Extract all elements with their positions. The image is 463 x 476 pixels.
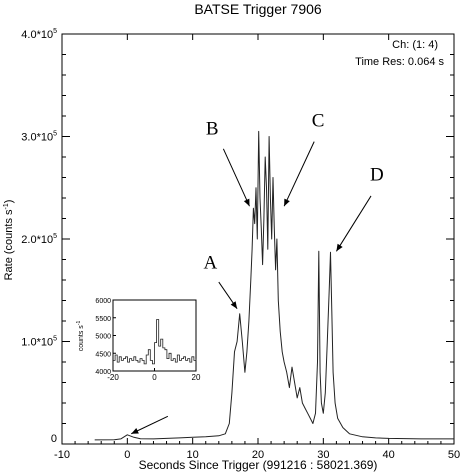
inset-chart: -20 0 20 4000 4500 5000 5500 6000 counts s-1 [76, 298, 201, 382]
light-curve [94, 130, 454, 441]
inset-x-tick-label: 0 [152, 373, 157, 382]
inset-y-tick-label: 6000 [95, 298, 111, 305]
x-tick-label: 50 [448, 449, 460, 461]
y-axis-zero-label: 0 [51, 433, 57, 445]
annotation-label-d: D [370, 165, 384, 186]
y-axis-label-superscript: -1 [3, 203, 10, 209]
inset-x-tick-label: -20 [107, 373, 119, 382]
y-tick-label: 4.0*105 [21, 28, 57, 41]
y-tick-label: 1.0*105 [21, 336, 57, 349]
inset-axis-ticks: -20 0 20 4000 4500 5000 5500 6000 [95, 298, 201, 382]
inset-y-tick-label: 5000 [95, 334, 111, 341]
x-tick-label: 30 [317, 449, 329, 461]
x-tick-label: 10 [187, 449, 199, 461]
y-axis-label-close: ) [3, 200, 15, 204]
annotation-arrowhead [284, 198, 290, 207]
channel-info: Ch: (1: 4) [392, 39, 438, 51]
annotation-label-c: C [312, 110, 325, 131]
annotation-arrow [283, 141, 315, 207]
x-tick-label: -10 [54, 449, 70, 461]
x-tick-label: 20 [252, 449, 264, 461]
annotation-arrow [222, 148, 250, 207]
y-tick-label: 3.0*105 [21, 131, 57, 144]
annotation-arrowhead [336, 243, 343, 252]
x-tick-label: 0 [124, 449, 130, 461]
inset-light-curve [113, 319, 197, 365]
annotations-group: A B C D [131, 110, 384, 435]
y-axis-label: Rate (counts s-1) [3, 200, 15, 281]
plot-frame [61, 33, 455, 445]
x-tick-label: 40 [383, 449, 395, 461]
series-group [94, 130, 454, 441]
chart-title: BATSE Trigger 7906 [194, 1, 322, 17]
inset-series-group [113, 319, 197, 365]
y-tick-label: 2.0*105 [21, 233, 57, 246]
inset-x-tick-label: 20 [192, 373, 201, 382]
x-axis-ticks: -10 0 10 20 30 40 50 [54, 34, 460, 461]
inset-y-axis-label: counts s-1 [76, 321, 85, 352]
x-axis-label: Seconds Since Trigger (991216 : 58021.36… [139, 458, 378, 472]
annotation-arrowhead [230, 301, 238, 309]
annotation-arrowhead [131, 428, 139, 434]
annotation-label-a: A [203, 253, 217, 274]
y-axis-ticks: 1.0*105 2.0*105 3.0*105 4.0*105 [21, 28, 454, 424]
inset-y-tick-label: 4500 [95, 351, 111, 358]
inset-y-axis-label-main: counts s [78, 325, 85, 352]
time-resolution-info: Time Res: 0.064 s [355, 56, 444, 68]
annotation-arrow [335, 195, 372, 252]
annotation-label-b: B [206, 118, 219, 139]
inset-y-tick-label: 4000 [95, 369, 111, 376]
inset-y-axis-label-superscript: -1 [76, 321, 82, 326]
annotation-arrowhead [243, 198, 250, 207]
y-axis-label-main: Rate (counts s [3, 209, 15, 280]
inset-y-tick-label: 5500 [95, 316, 111, 323]
